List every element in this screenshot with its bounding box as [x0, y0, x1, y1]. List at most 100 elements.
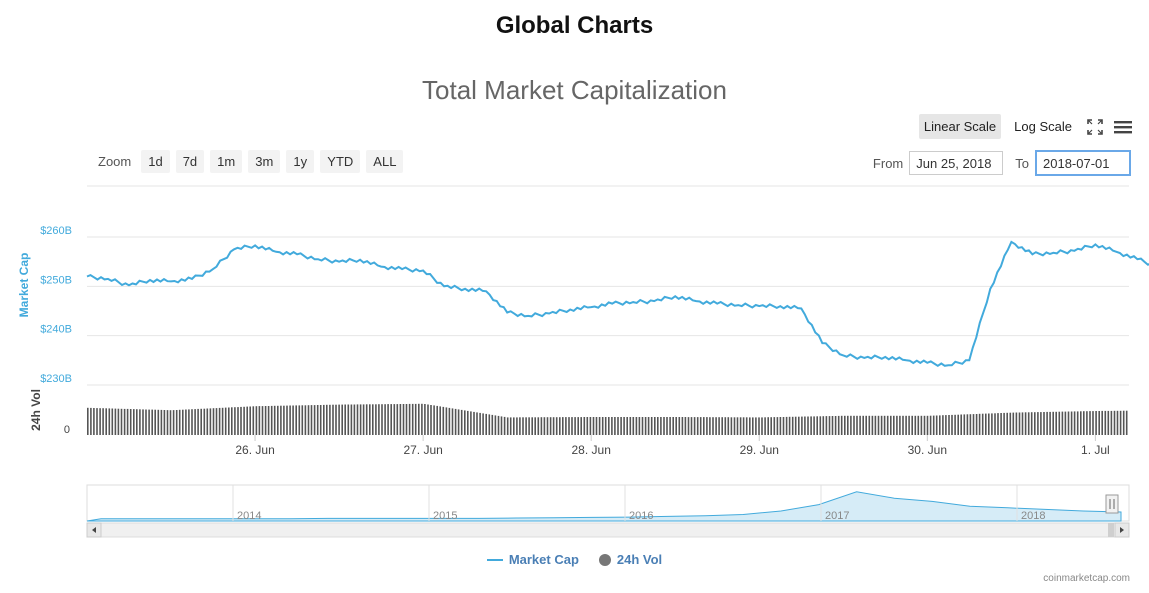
volume-bar [1058, 411, 1061, 435]
legend-item-24h-vol[interactable]: 24h Vol [598, 552, 662, 567]
volume-bar [939, 415, 941, 435]
volume-bar [1086, 411, 1088, 435]
volume-bar [218, 407, 221, 435]
volume-bar [905, 415, 907, 435]
volume-bar [951, 414, 953, 435]
volume-bar [988, 413, 990, 435]
volume-bar [258, 406, 261, 435]
volume-bar [316, 405, 319, 435]
credit-link[interactable]: coinmarketcap.com [1043, 573, 1130, 584]
volume-bar [935, 415, 938, 435]
volume-bar [877, 415, 880, 435]
volume-bar [139, 409, 141, 435]
volume-bar [856, 415, 858, 435]
volume-bar [249, 406, 251, 435]
volume-bar [197, 408, 199, 435]
chart-legend: Market Cap 24h Vol [0, 552, 1149, 567]
x-tick-label: 29. Jun [740, 443, 779, 457]
volume-bar [1055, 411, 1057, 435]
volume-bar [798, 416, 800, 435]
volume-bar [402, 404, 405, 435]
volume-bar [191, 409, 193, 435]
volume-bar [675, 417, 677, 435]
to-label: To [1015, 155, 1029, 171]
volume-bar [206, 408, 209, 435]
volume-series [87, 384, 1129, 435]
volume-bar [129, 409, 132, 435]
from-label: From [872, 155, 904, 171]
volume-bar [549, 417, 552, 435]
date-range-selector: From To [873, 150, 1131, 176]
hamburger-menu-icon[interactable] [1113, 117, 1133, 137]
volume-bar [669, 417, 671, 435]
volume-bar [133, 409, 135, 435]
x-axis: 26. Jun 27. Jun 28. Jun 29. Jun 30. Jun 1. Ju… [235, 435, 1110, 457]
y-tick-label: $260B [40, 225, 72, 237]
volume-bar [114, 408, 117, 435]
to-date-input[interactable] [1035, 150, 1131, 176]
volume-bar [509, 417, 512, 435]
volume-bar [427, 404, 429, 435]
volume-bar [273, 405, 276, 435]
y-axis-title: Market Cap [17, 253, 31, 318]
volume-bar [810, 416, 812, 435]
volume-bar [546, 417, 549, 435]
volume-bar [914, 415, 917, 435]
volume-bar [954, 414, 956, 435]
log-scale-button[interactable]: Log Scale [1014, 119, 1072, 134]
chevron-left-icon [92, 527, 96, 533]
zoom-button-ytd[interactable]: YTD [320, 150, 361, 173]
volume-bar [712, 417, 714, 435]
zoom-button-3m[interactable]: 3m [248, 150, 281, 173]
zoom-button-1y[interactable]: 1y [286, 150, 315, 173]
volume-bar [991, 413, 993, 435]
volume-bar [528, 417, 530, 435]
volume-bar [828, 416, 831, 435]
chevron-right-icon [1120, 527, 1124, 533]
volume-bar [362, 404, 365, 435]
linear-scale-button[interactable]: Linear Scale [918, 114, 1002, 139]
legend-item-market-cap[interactable]: Market Cap [486, 552, 579, 567]
volume-bar [650, 417, 653, 435]
volume-bar [1006, 412, 1008, 435]
volume-bar [292, 405, 294, 435]
volume-bar [479, 412, 481, 435]
volume-bar [237, 407, 239, 435]
zoom-button-1m[interactable]: 1m [210, 150, 243, 173]
x-tick-label: 28. Jun [572, 443, 611, 457]
volume-bar [87, 407, 89, 435]
volume-bar [1107, 410, 1110, 435]
volume-bar [485, 413, 487, 435]
volume-bar [1037, 412, 1039, 435]
volume-bar [264, 406, 267, 435]
zoom-button-7d[interactable]: 7d [175, 150, 205, 173]
volume-bar [298, 405, 301, 435]
from-date-input[interactable] [909, 151, 1004, 175]
zoom-button-1d[interactable]: 1d [141, 150, 170, 173]
volume-bar [1043, 412, 1045, 435]
navigator[interactable]: 2014 2015 2016 2017 2018 [86, 484, 1130, 538]
volume-bar [1030, 412, 1033, 435]
volume-bar [178, 409, 181, 435]
volume-bar [1125, 410, 1128, 435]
volume-bar [1018, 412, 1021, 435]
volume-bar [666, 417, 668, 435]
volume-bar [819, 416, 822, 435]
volume-bar [816, 416, 818, 435]
volume-bar [356, 404, 359, 435]
volume-bar [148, 409, 150, 435]
volume-bar [445, 407, 448, 435]
volume-bar [583, 417, 586, 435]
volume-bar [151, 409, 153, 435]
volume-bar [687, 417, 690, 435]
volume-bar [375, 404, 377, 435]
volume-bar [384, 404, 386, 435]
volume-bar [1104, 410, 1107, 435]
volume-bar [169, 410, 172, 435]
expand-icon[interactable] [1085, 117, 1105, 137]
legend-label-market-cap: Market Cap [508, 552, 579, 567]
volume-bar [929, 415, 932, 435]
volume-bar [1101, 410, 1103, 435]
zoom-button-all[interactable]: ALL [366, 150, 404, 173]
